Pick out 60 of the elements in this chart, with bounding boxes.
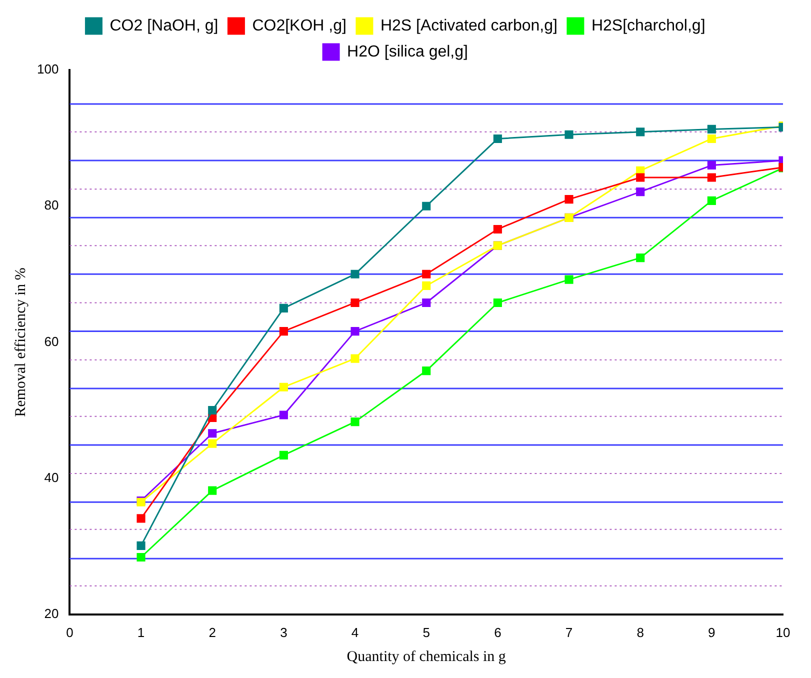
point [422,281,431,290]
x-tick-label: 3 [280,624,288,640]
y-tick-label: 80 [44,198,59,213]
y-axis-title: Removal efficiency in % [12,268,29,417]
point [279,304,288,312]
point [636,128,645,136]
point [707,134,716,144]
point [279,327,288,336]
point [350,418,360,426]
point [208,406,217,415]
point [350,270,360,278]
x-tick-label: 0 [66,624,74,640]
point [208,429,217,438]
point [279,382,288,392]
point [707,196,716,205]
point [564,195,574,204]
x-tick-label: 8 [636,624,644,640]
legend-label: CO2[KOH ,g] [252,17,346,34]
legend-label: H2S[charchol,g] [591,17,706,34]
point [493,224,502,234]
point [350,327,360,336]
y-tick-label: 40 [44,470,59,485]
point [422,366,431,376]
point [208,439,217,448]
point [422,202,431,210]
point [707,124,716,134]
point [279,410,288,420]
point [493,134,502,144]
point [422,298,431,308]
y-tick-label: 100 [36,62,59,77]
point [136,514,146,523]
x-axis-title: Quantity of chemicals in g [346,648,506,665]
point [707,160,716,170]
point [279,450,288,460]
point [636,254,645,262]
point [493,298,502,308]
point [350,354,360,363]
x-tick-label: 7 [565,624,573,640]
x-tick-label: 10 [776,624,790,640]
point [208,486,217,495]
x-tick-label: 1 [137,624,145,640]
x-tick-label: 9 [708,624,716,640]
point [564,130,574,139]
point [564,275,574,284]
y-tick-label: 20 [44,606,59,621]
point [136,552,146,562]
point [136,541,146,550]
legend-label: H2S [Activated carbon,g] [380,17,558,34]
x-tick-label: 2 [208,624,216,640]
point [707,173,716,182]
point [636,173,645,182]
legend-label: H2O [silica gel,g] [347,43,468,60]
x-tick-label: 4 [351,624,359,640]
x-tick-label: 6 [494,624,502,640]
point [636,188,645,196]
point [422,270,431,278]
y-tick-label: 60 [44,334,59,349]
legend-label: CO2 [NaOH, g] [110,17,218,34]
x-tick-label: 5 [422,624,430,640]
point [350,298,360,308]
